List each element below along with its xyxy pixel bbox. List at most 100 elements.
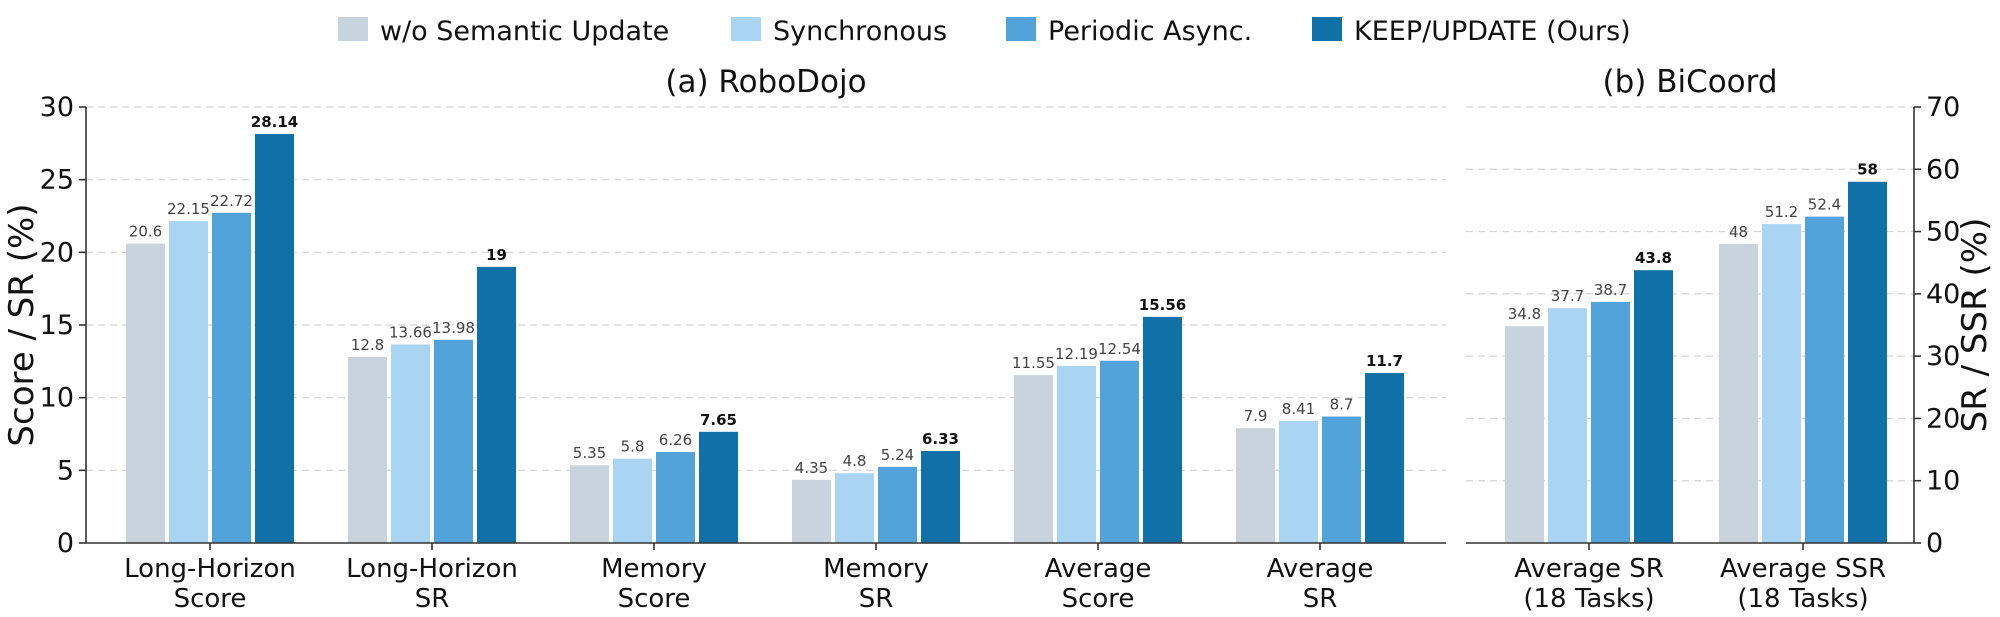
- bar-p1-s2-c2: [391, 344, 430, 543]
- value-label-p1-s4-c3: 7.65: [700, 411, 737, 429]
- bar-p1-s4-c3: [699, 431, 738, 543]
- bar-p1-s1-c4: [792, 479, 831, 543]
- bar-p2-s2-c1: [1548, 308, 1587, 543]
- y-tick-label-right-5: 50: [1926, 217, 1960, 248]
- value-label-p1-s3-c1: 22.72: [210, 192, 253, 210]
- value-label-p1-s4-c2: 19: [486, 246, 507, 264]
- value-label-p1-s1-c3: 5.35: [573, 444, 606, 462]
- legend-swatch-2: [731, 17, 761, 41]
- category-label-p1-c4-l2: SR: [859, 584, 894, 614]
- category-label-p1-c6-l1: Average: [1267, 554, 1374, 584]
- value-label-p1-s3-c5: 12.54: [1098, 340, 1141, 358]
- y-tick-label-left-0: 0: [57, 528, 74, 559]
- value-label-p2-s2-c2: 51.2: [1765, 203, 1798, 221]
- value-label-p2-s1-c2: 48: [1729, 223, 1748, 241]
- category-label-p1-c5-l1: Average: [1045, 554, 1152, 584]
- y-tick-label-left-1: 5: [57, 455, 74, 486]
- value-label-p1-s1-c6: 7.9: [1244, 407, 1268, 425]
- bar-p1-s4-c4: [921, 451, 960, 543]
- legend-swatch-3: [1006, 17, 1036, 41]
- bar-p1-s3-c2: [434, 339, 473, 543]
- bar-p2-s3-c2: [1805, 216, 1844, 543]
- value-label-p1-s2-c3: 5.8: [621, 438, 645, 456]
- category-label-p1-c2-l2: SR: [415, 584, 450, 614]
- category-label-p1-c6-l2: SR: [1303, 584, 1338, 614]
- bar-p1-s2-c4: [835, 473, 874, 543]
- bar-p2-s1-c1: [1505, 326, 1544, 543]
- legend-label-4: KEEP/UPDATE (Ours): [1354, 16, 1631, 47]
- category-label-p1-c3-l1: Memory: [601, 554, 707, 584]
- bar-p2-s1-c2: [1719, 244, 1758, 543]
- legend-label-2: Synchronous: [773, 16, 947, 47]
- category-label-p1-c1-l2: Score: [174, 584, 247, 614]
- y-tick-label-left-5: 25: [40, 165, 74, 196]
- value-label-p1-s2-c6: 8.41: [1282, 400, 1315, 418]
- bar-p2-s2-c2: [1762, 224, 1801, 543]
- value-label-p1-s4-c4: 6.33: [922, 430, 959, 448]
- bar-p1-s2-c1: [169, 221, 208, 543]
- value-label-p1-s2-c4: 4.8: [843, 452, 867, 470]
- value-label-p1-s4-c1: 28.14: [251, 113, 298, 131]
- bar-p1-s3-c1: [212, 212, 251, 543]
- y-tick-label-right-4: 40: [1926, 279, 1960, 310]
- category-label-p2-c1-l2: (18 Tasks): [1523, 584, 1654, 614]
- bar-p2-s4-c2: [1848, 181, 1887, 543]
- legend-label-1: w/o Semantic Update: [380, 16, 669, 47]
- y-axis-title-left: Score / SR (%): [2, 203, 42, 446]
- category-label-p1-c2-l1: Long-Horizon: [346, 554, 518, 584]
- category-label-p2-c2-l1: Average SSR: [1720, 554, 1886, 584]
- bar-p1-s3-c6: [1322, 416, 1361, 543]
- y-tick-label-left-3: 15: [40, 310, 74, 341]
- y-tick-label-left-6: 30: [40, 92, 74, 123]
- value-label-p1-s3-c6: 8.7: [1330, 396, 1354, 414]
- bar-p1-s2-c5: [1057, 365, 1096, 543]
- category-label-p1-c1-l1: Long-Horizon: [124, 554, 296, 584]
- legend-swatch-4: [1312, 17, 1342, 41]
- bar-p1-s4-c1: [255, 134, 294, 544]
- bar-p1-s4-c2: [477, 266, 516, 543]
- value-label-p1-s3-c4: 5.24: [881, 446, 914, 464]
- bar-p1-s1-c3: [570, 465, 609, 543]
- value-label-p2-s4-c2: 58: [1857, 161, 1878, 179]
- bar-p1-s3-c5: [1100, 360, 1139, 543]
- y-tick-label-right-7: 70: [1926, 92, 1960, 123]
- bar-p1-s1-c5: [1014, 375, 1053, 543]
- y-tick-label-right-2: 20: [1926, 403, 1960, 434]
- y-tick-label-right-6: 60: [1926, 154, 1960, 185]
- y-axis-title-right: SR / SSR (%): [1955, 218, 1995, 433]
- category-label-p2-c1-l1: Average SR: [1514, 554, 1664, 584]
- value-label-p1-s3-c3: 6.26: [659, 431, 692, 449]
- value-label-p2-s3-c1: 38.7: [1594, 281, 1627, 299]
- y-tick-label-right-0: 0: [1926, 528, 1943, 559]
- value-label-p1-s2-c5: 12.19: [1055, 345, 1098, 363]
- bar-p2-s3-c1: [1591, 301, 1630, 543]
- panel-title-a: (a) RoboDojo: [665, 64, 866, 100]
- y-tick-label-left-4: 20: [40, 237, 74, 268]
- legend-label-3: Periodic Async.: [1048, 16, 1252, 47]
- bar-p1-s4-c5: [1143, 316, 1182, 543]
- panel-title-b: (b) BiCoord: [1602, 64, 1777, 100]
- bar-p1-s4-c6: [1365, 372, 1404, 543]
- value-label-p2-s4-c1: 43.8: [1635, 249, 1672, 267]
- y-tick-label-left-2: 10: [40, 383, 74, 414]
- value-label-p1-s1-c4: 4.35: [795, 459, 828, 477]
- value-label-p1-s3-c2: 13.98: [432, 319, 475, 337]
- value-label-p1-s2-c2: 13.66: [389, 323, 432, 341]
- bar-p1-s1-c2: [348, 356, 387, 543]
- value-label-p1-s1-c1: 20.6: [129, 223, 162, 241]
- value-label-p2-s3-c2: 52.4: [1808, 196, 1841, 214]
- value-label-p1-s2-c1: 22.15: [167, 200, 210, 218]
- y-tick-label-right-3: 30: [1926, 341, 1960, 372]
- value-label-p1-s4-c5: 15.56: [1139, 296, 1186, 314]
- y-tick-label-right-1: 10: [1926, 466, 1960, 497]
- legend-swatch-1: [338, 17, 368, 41]
- bar-p1-s2-c3: [613, 458, 652, 543]
- category-label-p2-c2-l2: (18 Tasks): [1737, 584, 1868, 614]
- value-label-p1-s1-c2: 12.8: [351, 336, 384, 354]
- bar-p1-s1-c1: [126, 243, 165, 543]
- bar-p1-s1-c6: [1236, 428, 1275, 543]
- value-label-p1-s1-c5: 11.55: [1012, 354, 1055, 372]
- category-label-p1-c5-l2: Score: [1062, 584, 1135, 614]
- bar-p1-s3-c4: [878, 466, 917, 543]
- category-label-p1-c3-l2: Score: [618, 584, 691, 614]
